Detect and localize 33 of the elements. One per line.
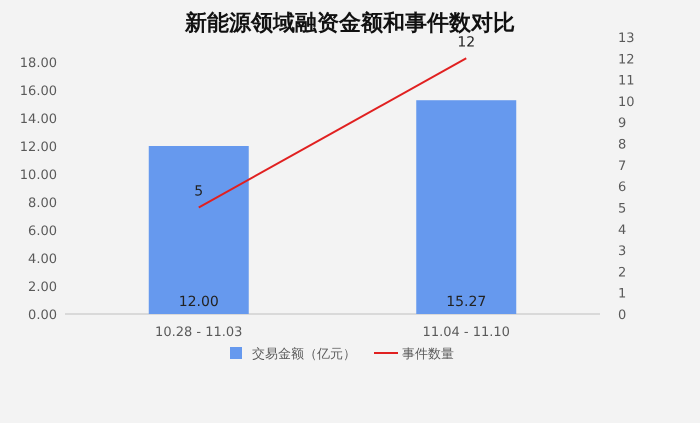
y2-tick-label: 1 [618, 286, 626, 302]
y2-tick-label: 5 [618, 201, 626, 216]
y-tick-label: 4.00 [28, 252, 57, 267]
data-label: 12 [457, 34, 476, 50]
y-tick-label: 14.00 [20, 112, 57, 127]
y2-tick-label: 6 [618, 180, 626, 196]
x-tick-label: 10.28 - 11.03 [155, 325, 242, 340]
y2-tick-label: 12 [618, 52, 635, 68]
y2-tick-label: 13 [618, 31, 635, 46]
data-label: 5 [194, 183, 204, 200]
y2-tick-label: 3 [618, 244, 626, 260]
chart-title: 新能源领域融资金额和事件数对比 [184, 10, 515, 36]
y2-tick-label: 10 [618, 94, 635, 110]
y-tick-label: 10.00 [20, 168, 57, 183]
y-tick-label: 2.00 [28, 280, 57, 295]
y2-tick-label: 11 [618, 74, 635, 89]
y2-tick-label: 0 [618, 308, 626, 323]
y2-tick-label: 8 [618, 138, 626, 153]
y2-tick-label: 2 [618, 265, 626, 280]
y2-tick-label: 9 [618, 116, 626, 132]
legend-label: 事件数量 [402, 347, 454, 362]
legend-label: 交易金额（亿元） [252, 346, 356, 362]
y-tick-label: 8.00 [28, 196, 57, 211]
y-tick-label: 18.00 [20, 56, 57, 71]
y2-tick-label: 4 [618, 222, 626, 238]
x-tick-label: 11.04 - 11.10 [422, 325, 510, 340]
data-label: 12.00 [178, 294, 219, 310]
y-tick-label: 0.00 [28, 308, 57, 323]
y2-tick-label: 7 [618, 158, 626, 174]
y-tick-label: 16.00 [20, 84, 57, 99]
y-tick-label: 12.00 [20, 140, 57, 155]
y-tick-label: 6.00 [28, 224, 57, 239]
data-label: 15.27 [446, 294, 486, 310]
